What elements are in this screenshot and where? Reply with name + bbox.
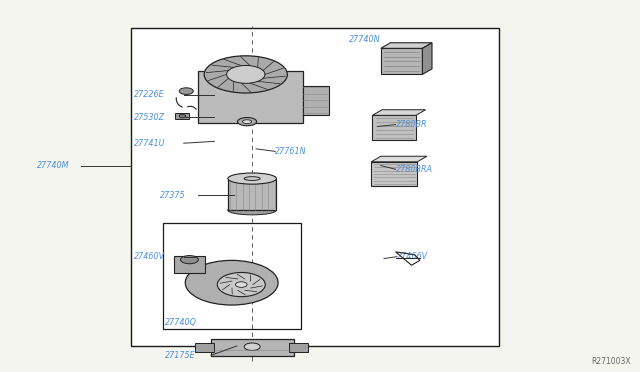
Ellipse shape [227,65,265,83]
Bar [303,86,329,115]
Text: 27226E: 27226E [134,90,165,99]
Text: R271003X: R271003X [591,357,630,366]
Ellipse shape [186,260,278,305]
Text: 2780BR: 2780BR [396,120,427,129]
Bar [228,179,276,210]
Bar [175,113,189,119]
Ellipse shape [228,173,276,184]
Bar [131,28,499,346]
Text: 27741U: 27741U [134,139,166,148]
Text: 27740N: 27740N [349,35,380,44]
Ellipse shape [244,177,260,180]
Text: 27740M: 27740M [37,161,70,170]
Ellipse shape [243,120,252,124]
Polygon shape [381,43,432,48]
Bar [211,339,294,356]
Bar [372,115,416,140]
Ellipse shape [179,114,186,118]
Text: 27761N: 27761N [275,147,307,156]
Bar [174,256,205,273]
Text: 27466V: 27466V [397,252,428,261]
Text: 27530Z: 27530Z [134,113,166,122]
Text: 2780BRA: 2780BRA [396,165,433,174]
Text: 27460V: 27460V [134,252,166,261]
Bar [381,48,422,74]
Ellipse shape [180,256,198,264]
Text: 27740Q: 27740Q [165,318,197,327]
Bar [289,343,308,352]
Bar [163,223,301,329]
Bar [198,71,303,123]
Polygon shape [422,43,432,74]
Ellipse shape [179,88,193,94]
Ellipse shape [244,343,260,350]
Bar [371,162,417,186]
Ellipse shape [236,282,247,287]
Text: 27175E: 27175E [165,351,196,360]
Ellipse shape [237,118,257,126]
Text: 27375: 27375 [160,191,186,200]
Ellipse shape [218,272,265,297]
Polygon shape [372,110,426,115]
Polygon shape [371,156,427,162]
Ellipse shape [204,56,287,93]
Bar [195,343,214,352]
Ellipse shape [228,205,276,215]
